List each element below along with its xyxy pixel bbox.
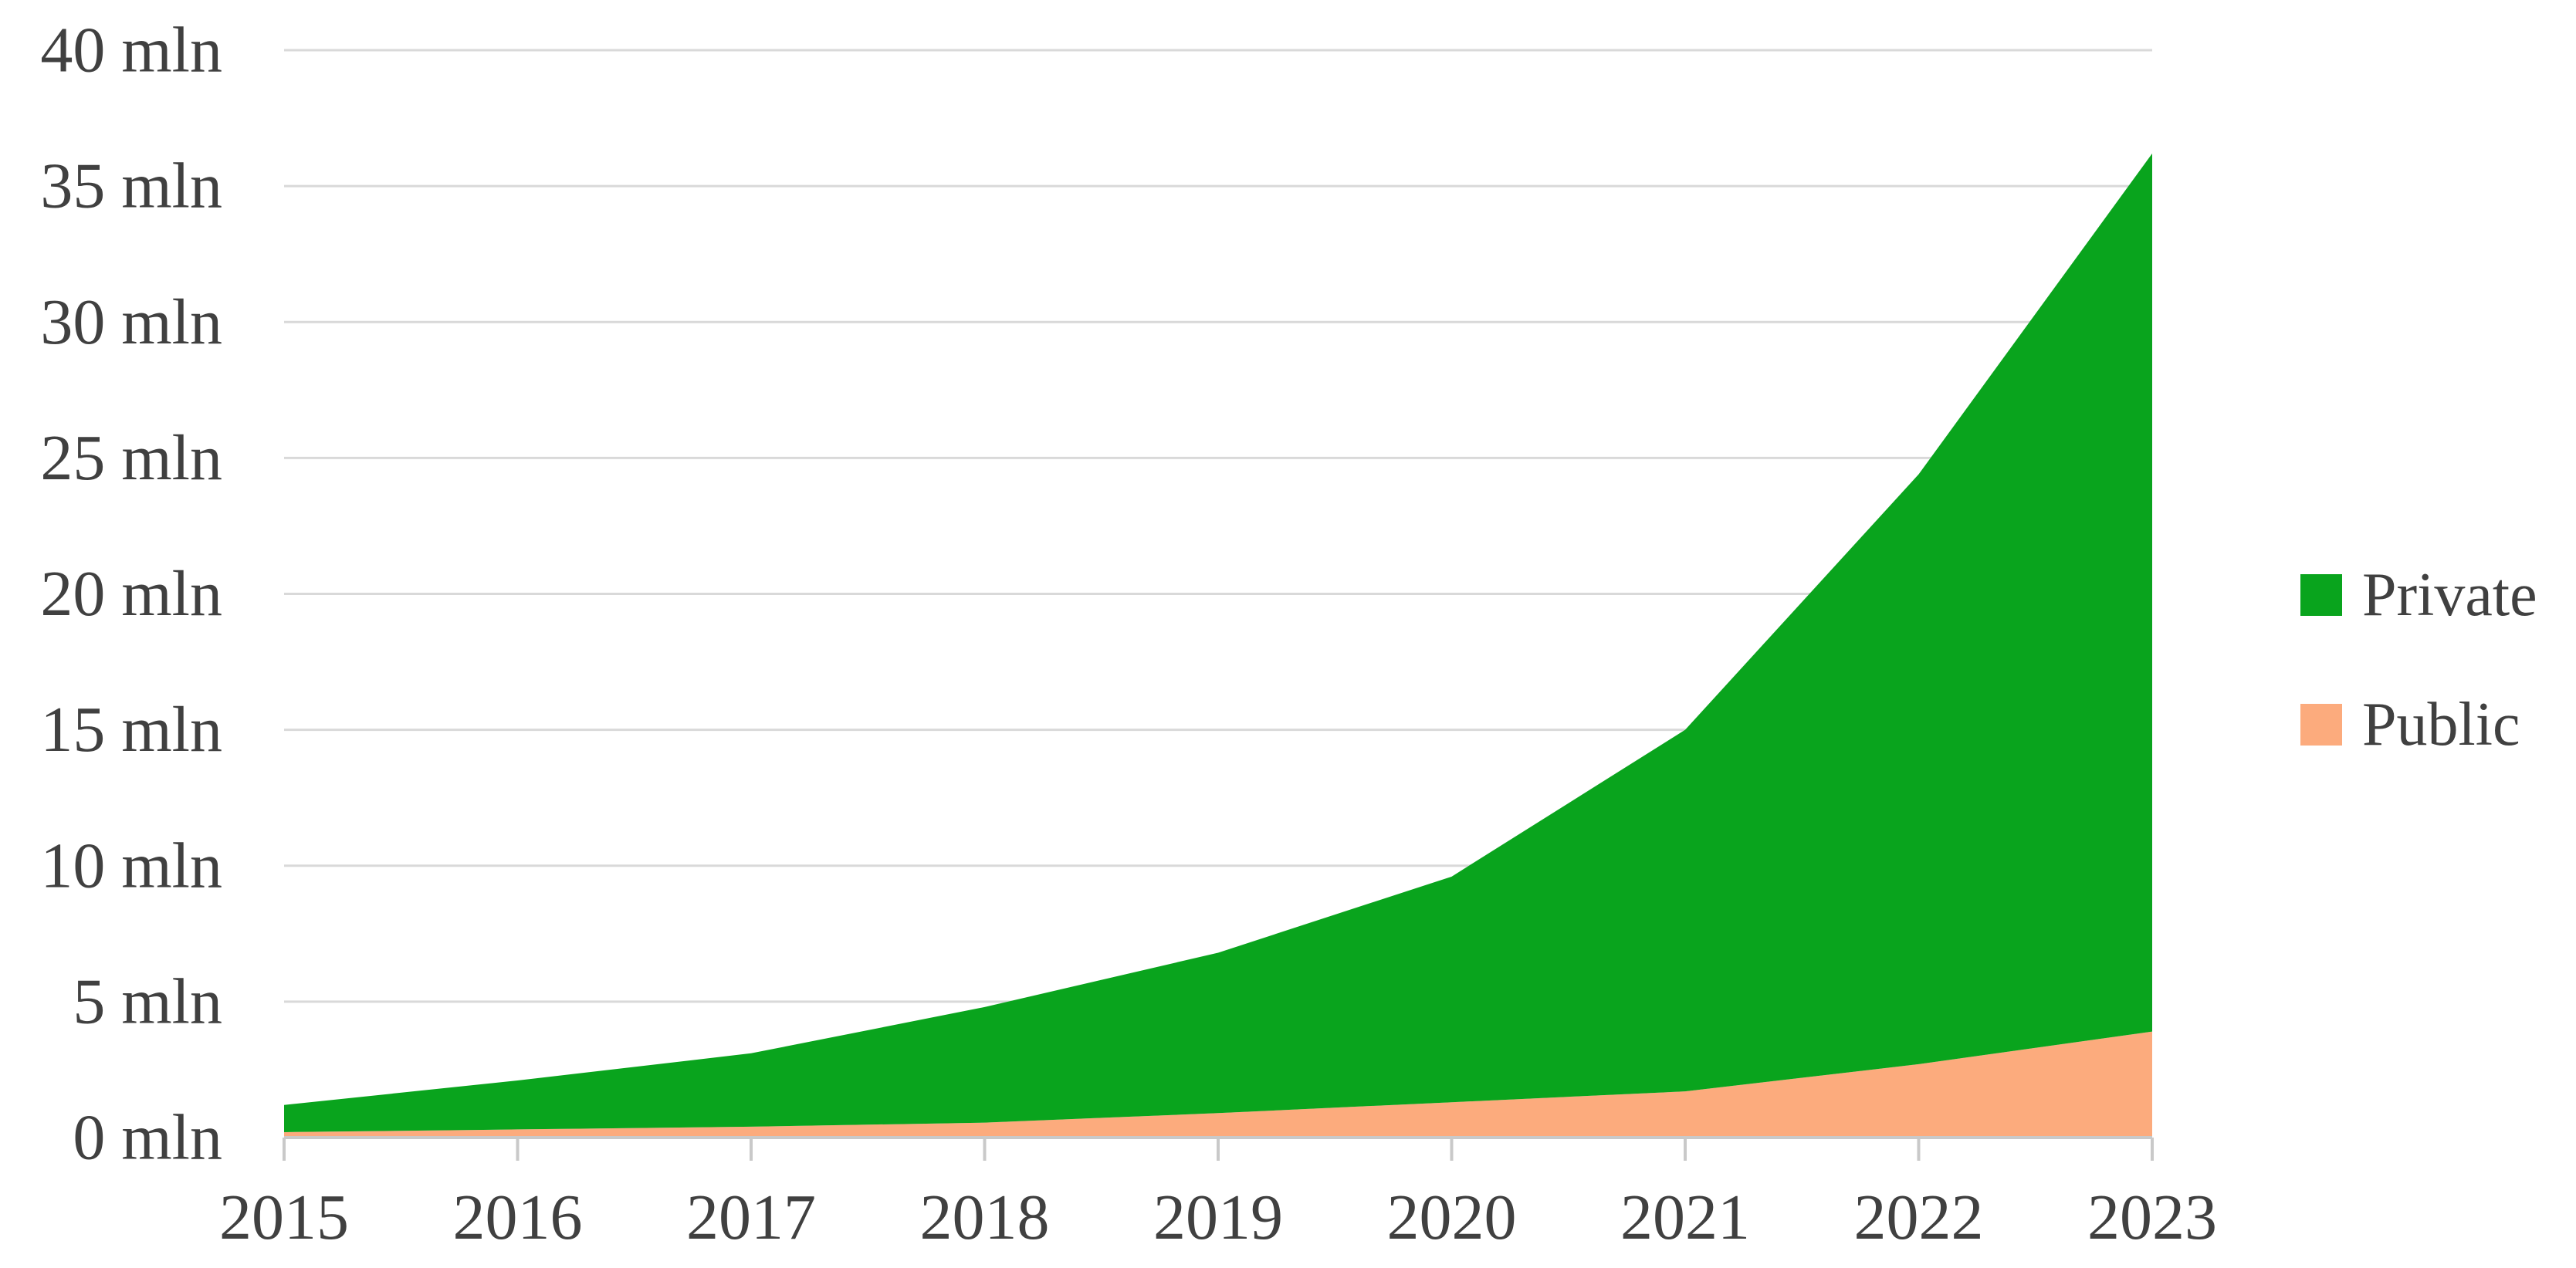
y-axis-label-15-mln: 15 mln	[40, 694, 222, 766]
x-axis-label-2020: 2020	[1387, 1182, 1517, 1253]
private-area	[284, 153, 2152, 1132]
x-axis-label-2021: 2021	[1620, 1182, 1750, 1253]
x-axis-label-2016: 2016	[453, 1182, 583, 1253]
y-axis-label-30-mln: 30 mln	[40, 286, 222, 358]
x-axis-label-2015: 2015	[219, 1182, 349, 1253]
private-series-swatch	[2300, 574, 2342, 616]
y-axis-label-10-mln: 10 mln	[40, 830, 222, 901]
y-axis-label-5-mln: 5 mln	[73, 965, 222, 1037]
y-axis-label-35-mln: 35 mln	[40, 150, 222, 222]
x-axis-label-2022: 2022	[1854, 1182, 1984, 1253]
x-axis-label-2023: 2023	[2087, 1182, 2217, 1253]
legend-item-private: Private	[2300, 564, 2537, 626]
y-axis-label-25-mln: 25 mln	[40, 422, 222, 494]
legend: Private Public	[2300, 564, 2537, 756]
x-axis-label-2019: 2019	[1153, 1182, 1283, 1253]
legend-item-public: Public	[2300, 694, 2537, 756]
legend-label-private: Private	[2362, 561, 2537, 629]
x-axis-label-2018: 2018	[920, 1182, 1050, 1253]
public-series-swatch	[2300, 704, 2342, 746]
y-axis-label-20-mln: 20 mln	[40, 558, 222, 630]
x-axis-label-2017: 2017	[686, 1182, 816, 1253]
public-area	[284, 1031, 2152, 1138]
legend-label-public: Public	[2362, 691, 2520, 759]
y-axis-label-0-mln: 0 mln	[73, 1102, 222, 1174]
y-axis-label-40-mln: 40 mln	[40, 15, 222, 86]
